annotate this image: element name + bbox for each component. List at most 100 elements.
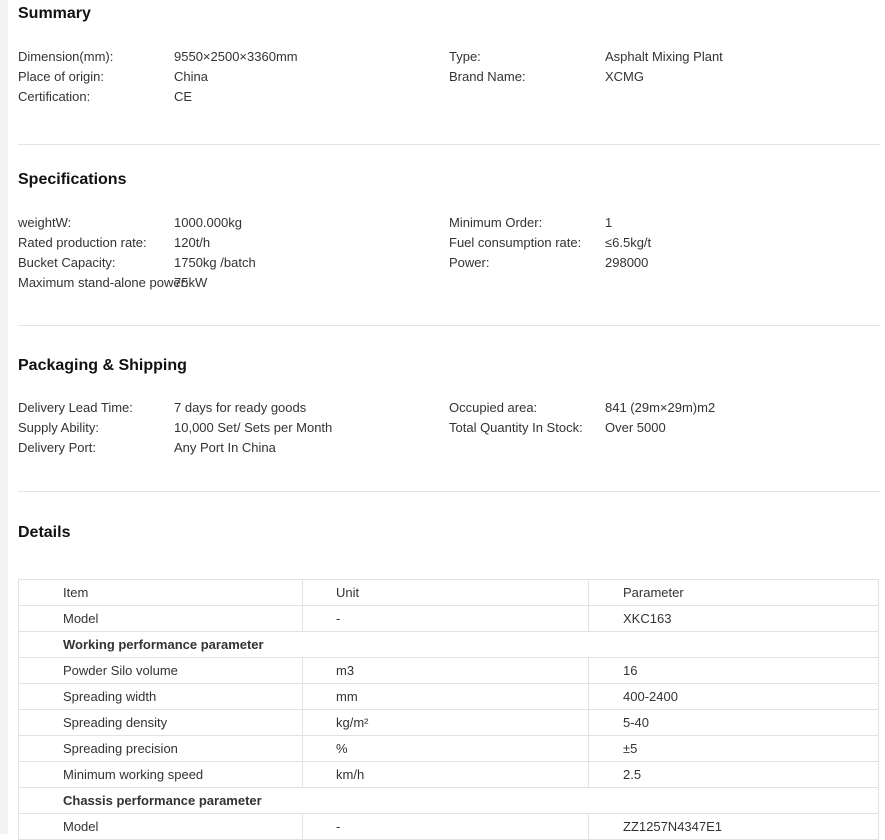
cell-parameter: ±5 [588,735,879,762]
field-label: Total Quantity In Stock: [449,420,583,435]
field-label: Maximum stand-alone power: [18,275,189,290]
product-detail-page: Summary Dimension(mm): 9550×2500×3360mm … [18,0,880,840]
section-divider [18,144,880,145]
packaging-fields: Delivery Lead Time: 7 days for ready goo… [18,398,880,458]
field-label: Delivery Lead Time: [18,400,133,415]
cell-unit: km/h [302,761,589,788]
cell-unit: mm [302,683,589,710]
field-label: Power: [449,255,490,270]
field-value: ≤6.5kg/t [605,235,652,250]
field-max-standalone-power: Maximum stand-alone power: 75kW [18,273,449,293]
summary-title: Summary [18,5,91,22]
field-label: weightW: [18,215,72,230]
field-bucket-capacity: Bucket Capacity: 1750kg /batch [18,253,449,273]
specifications-left-column: weightW: 1000.000kg Rated production rat… [18,213,449,293]
field-value: 298000 [605,255,649,270]
cell-unit: kg/m² [302,709,589,736]
packaging-right-column: Occupied area: 841 (29m×29m)m2 Total Qua… [449,398,880,458]
field-power: Power: 298000 [449,253,880,273]
field-value: 1750kg /batch [174,255,256,270]
specifications-title: Specifications [18,171,127,188]
table-row: Minimum working speed km/h 2.5 [18,761,879,788]
field-value: 1 [605,215,613,230]
cell-parameter: XKC163 [588,605,879,632]
field-label: Minimum Order: [449,215,543,230]
table-header-parameter: Parameter [588,579,879,606]
table-header-item: Item [18,579,303,606]
field-value: XCMG [605,69,644,84]
field-brand-name: Brand Name: XCMG [449,67,880,87]
summary-left-column: Dimension(mm): 9550×2500×3360mm Place of… [18,47,449,107]
field-delivery-lead-time: Delivery Lead Time: 7 days for ready goo… [18,398,449,418]
table-row: Model - XKC163 [18,605,879,632]
table-section-label: Working performance parameter [18,631,879,658]
specifications-right-column: Minimum Order: 1 Fuel consumption rate: … [449,213,880,293]
field-label: Brand Name: [449,69,526,84]
section-details: Details Item Unit Parameter Model - XKC1… [18,524,880,840]
specifications-fields: weightW: 1000.000kg Rated production rat… [18,213,880,293]
cell-item: Spreading width [18,683,303,710]
cell-unit: m3 [302,657,589,684]
field-value: Over 5000 [605,420,666,435]
field-label: Fuel consumption rate: [449,235,582,250]
cell-parameter: 400-2400 [588,683,879,710]
table-header-unit: Unit [302,579,589,606]
table-section-label: Chassis performance parameter [18,787,879,814]
field-value: 10,000 Set/ Sets per Month [174,420,333,435]
left-edge-strip [0,0,8,834]
table-section-row: Working performance parameter [18,631,879,658]
field-weight: weightW: 1000.000kg [18,213,449,233]
cell-item: Spreading density [18,709,303,736]
field-fuel-consumption-rate: Fuel consumption rate: ≤6.5kg/t [449,233,880,253]
field-value: Any Port In China [174,440,276,455]
table-row: Spreading precision % ±5 [18,735,879,762]
details-table: Item Unit Parameter Model - XKC163 Worki… [18,579,879,840]
summary-fields: Dimension(mm): 9550×2500×3360mm Place of… [18,47,880,107]
cell-parameter: 5-40 [588,709,879,736]
table-section-row: Chassis performance parameter [18,787,879,814]
field-label: Place of origin: [18,69,104,84]
cell-parameter: 2.5 [588,761,879,788]
field-delivery-port: Delivery Port: Any Port In China [18,438,449,458]
section-divider [18,491,880,492]
field-label: Bucket Capacity: [18,255,116,270]
cell-item: Minimum working speed [18,761,303,788]
cell-unit: % [302,735,589,762]
field-value: Asphalt Mixing Plant [605,49,723,64]
field-value: 9550×2500×3360mm [174,49,298,64]
field-value: 75kW [174,275,208,290]
field-certification: Certification: CE [18,87,449,107]
field-value: 7 days for ready goods [174,400,307,415]
field-supply-ability: Supply Ability: 10,000 Set/ Sets per Mon… [18,418,449,438]
field-label: Supply Ability: [18,420,99,435]
field-rated-production-rate: Rated production rate: 120t/h [18,233,449,253]
field-value: China [174,69,208,84]
field-label: Delivery Port: [18,440,97,455]
cell-unit: - [302,813,589,840]
cell-item: Model [18,605,303,632]
field-total-quantity-in-stock: Total Quantity In Stock: Over 5000 [449,418,880,438]
table-row: Spreading width mm 400-2400 [18,683,879,710]
field-label: Dimension(mm): [18,49,114,64]
summary-right-column: Type: Asphalt Mixing Plant Brand Name: X… [449,47,880,107]
table-row: Powder Silo volume m3 16 [18,657,879,684]
cell-parameter: 16 [588,657,879,684]
cell-item: Spreading precision [18,735,303,762]
cell-unit: - [302,605,589,632]
cell-item: Powder Silo volume [18,657,303,684]
section-divider [18,325,880,326]
field-occupied-area: Occupied area: 841 (29m×29m)m2 [449,398,880,418]
field-label: Type: [449,49,481,64]
field-type: Type: Asphalt Mixing Plant [449,47,880,67]
field-value: 1000.000kg [174,215,242,230]
cell-item: Model [18,813,303,840]
field-value: 120t/h [174,235,211,250]
cell-parameter: ZZ1257N4347E1 [588,813,879,840]
table-row: Model - ZZ1257N4347E1 [18,813,879,840]
section-specifications: Specifications weightW: 1000.000kg Rated… [18,171,880,293]
field-minimum-order: Minimum Order: 1 [449,213,880,233]
field-label: Certification: [18,89,91,104]
field-place-of-origin: Place of origin: China [18,67,449,87]
details-title: Details [18,524,71,541]
field-value: 841 (29m×29m)m2 [605,400,716,415]
